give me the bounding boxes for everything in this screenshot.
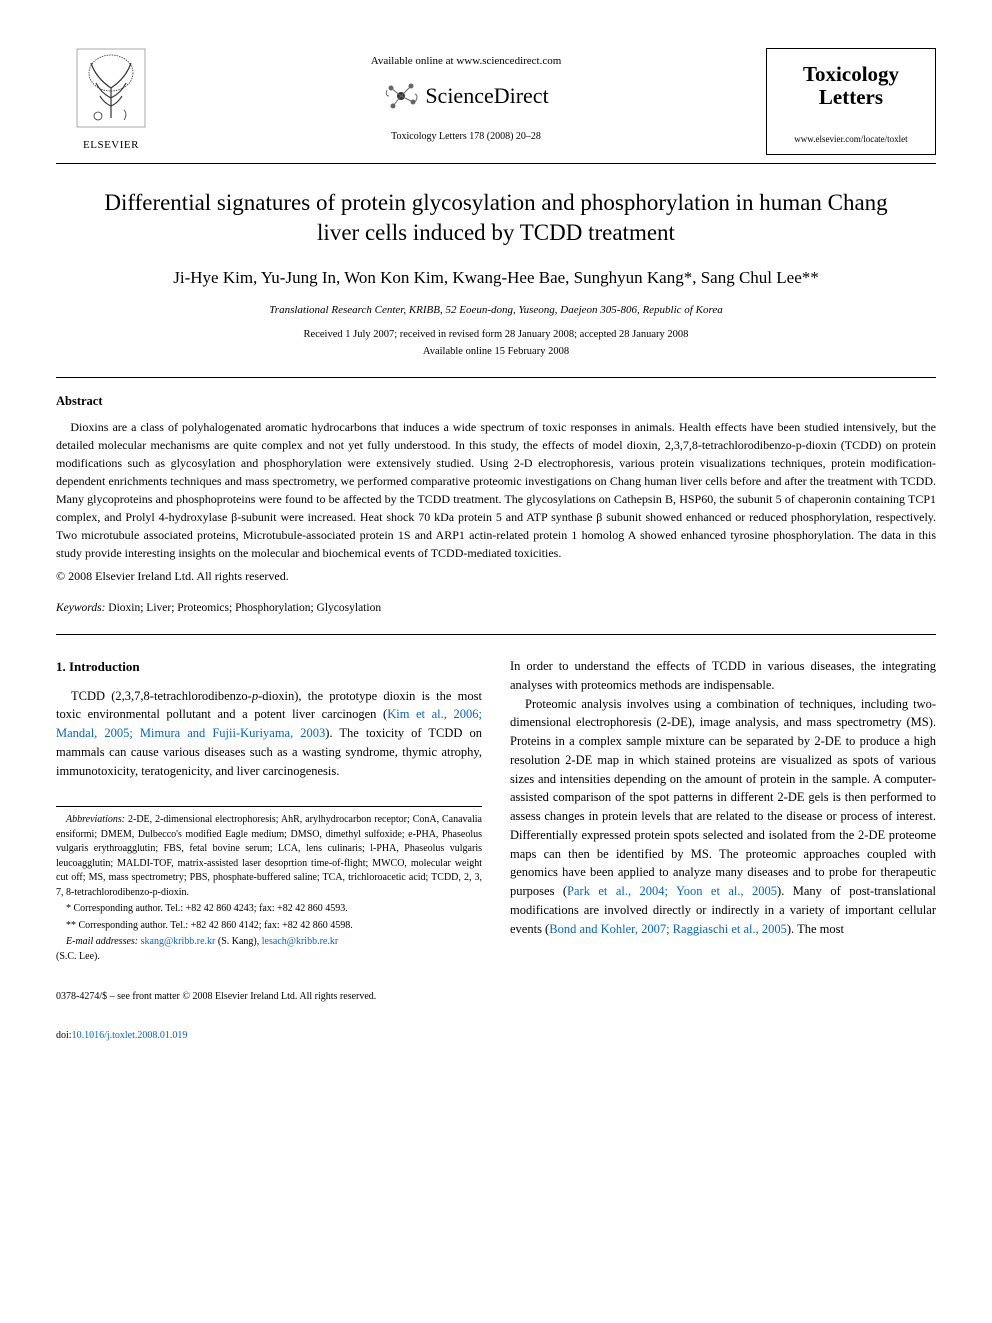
footer-doi: doi:10.1016/j.toxlet.2008.01.019	[56, 1029, 936, 1044]
email-line: E-mail addresses: skang@kribb.re.kr (S. …	[56, 935, 482, 964]
affiliation: Translational Research Center, KRIBB, 52…	[56, 303, 936, 319]
availability-line: Available online at www.sciencedirect.co…	[166, 54, 766, 70]
citation-link[interactable]: Park et al., 2004; Yoon et al., 2005	[567, 884, 777, 898]
intro-paragraph-1: TCDD (2,3,7,8-tetrachlorodibenzo-p-dioxi…	[56, 687, 482, 781]
intro-paragraph-2: In order to understand the effects of TC…	[510, 657, 936, 695]
journal-cover-box: Toxicology Letters www.elsevier.com/loca…	[766, 48, 936, 155]
keywords-label: Keywords:	[56, 602, 105, 614]
sciencedirect-icon	[383, 78, 419, 114]
journal-title: Toxicology Letters	[777, 63, 925, 109]
keywords-values: Dioxin; Liver; Proteomics; Phosphorylati…	[105, 602, 381, 614]
publisher-logo-block: ELSEVIER	[56, 48, 166, 154]
corresponding-1: * Corresponding author. Tel.: +82 42 860…	[56, 902, 482, 917]
right-column: In order to understand the effects of TC…	[510, 657, 936, 966]
journal-url: www.elsevier.com/locate/toxlet	[777, 133, 925, 146]
publisher-name: ELSEVIER	[56, 138, 166, 154]
keywords-line: Keywords: Dioxin; Liver; Proteomics; Pho…	[56, 600, 936, 617]
citation-link[interactable]: Bond and Kohler, 2007; Raggiaschi et al.…	[549, 922, 787, 936]
email-link-1[interactable]: skang@kribb.re.kr	[141, 936, 216, 947]
citation: Toxicology Letters 178 (2008) 20–28	[166, 130, 766, 145]
section-heading-intro: 1. Introduction	[56, 657, 482, 677]
elsevier-tree-icon	[76, 48, 146, 128]
email-link-2[interactable]: lesach@kribb.re.kr	[262, 936, 338, 947]
header-rule	[56, 163, 936, 164]
available-date: Available online 15 February 2008	[56, 344, 936, 359]
header-center: Available online at www.sciencedirect.co…	[166, 48, 766, 144]
article-title: Differential signatures of protein glyco…	[96, 188, 896, 248]
sciencedirect-logo: ScienceDirect	[383, 78, 548, 114]
page-header: ELSEVIER Available online at www.science…	[56, 48, 936, 155]
abstract-top-rule	[56, 377, 936, 378]
abstract-bottom-rule	[56, 634, 936, 635]
footer-copyright: 0378-4274/$ – see front matter © 2008 El…	[56, 990, 936, 1005]
body-columns: 1. Introduction TCDD (2,3,7,8-tetrachlor…	[56, 657, 936, 966]
abstract-heading: Abstract	[56, 392, 936, 410]
footnotes-block: Abbreviations: 2-DE, 2-dimensional elect…	[56, 806, 482, 964]
abbreviations: Abbreviations: 2-DE, 2-dimensional elect…	[56, 813, 482, 900]
intro-paragraph-3: Proteomic analysis involves using a comb…	[510, 695, 936, 939]
received-dates: Received 1 July 2007; received in revise…	[56, 327, 936, 342]
doi-link[interactable]: 10.1016/j.toxlet.2008.01.019	[72, 1030, 188, 1041]
author-list: Ji-Hye Kim, Yu-Jung In, Won Kon Kim, Kwa…	[56, 266, 936, 291]
abstract-copyright: © 2008 Elsevier Ireland Ltd. All rights …	[56, 568, 936, 585]
abstract-body: Dioxins are a class of polyhalogenated a…	[56, 418, 936, 562]
left-column: 1. Introduction TCDD (2,3,7,8-tetrachlor…	[56, 657, 482, 966]
sciencedirect-text: ScienceDirect	[425, 80, 548, 112]
corresponding-2: ** Corresponding author. Tel.: +82 42 86…	[56, 919, 482, 934]
